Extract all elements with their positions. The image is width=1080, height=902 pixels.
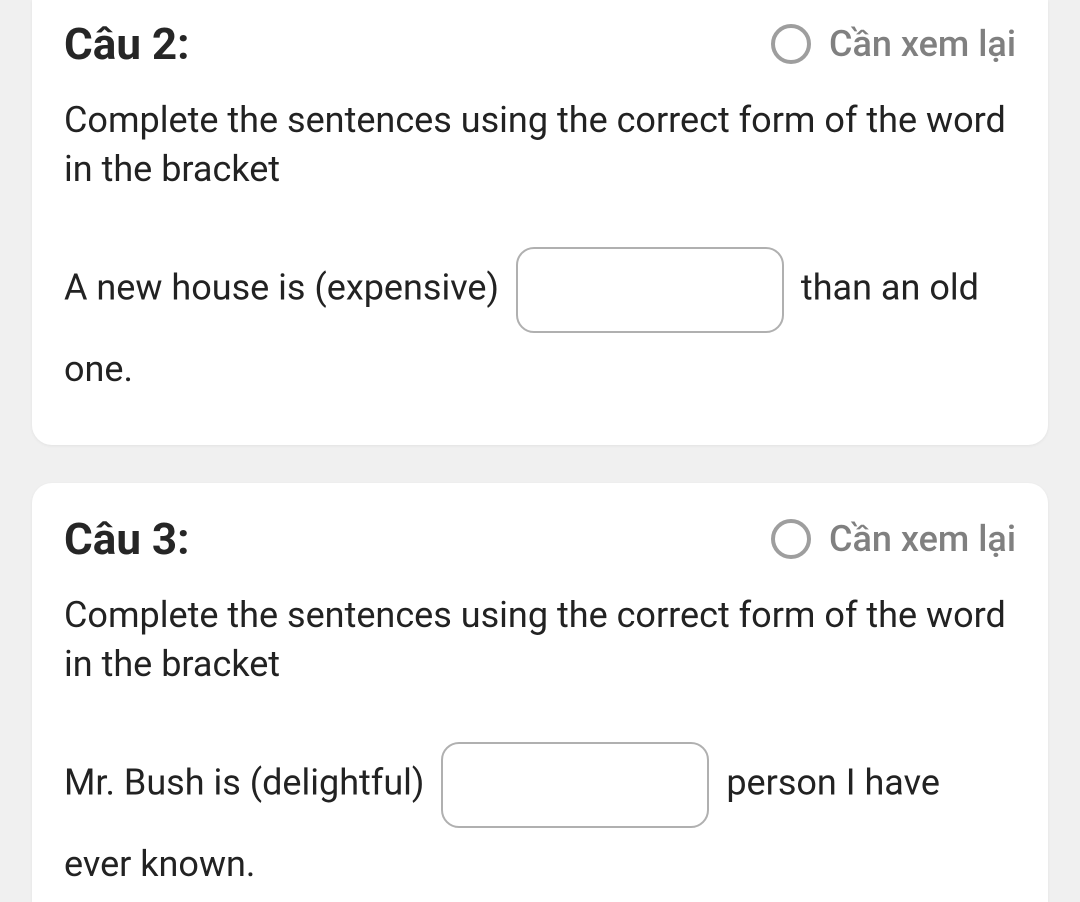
question-instruction: Complete the sentences using the correct… — [64, 591, 1016, 688]
sentence-before: Mr. Bush is (delightful) — [64, 762, 433, 804]
question-sentence: Mr. Bush is (delightful) person I have e… — [64, 742, 1016, 902]
answer-input[interactable] — [441, 742, 709, 828]
question-title: Câu 3: — [64, 513, 190, 565]
sentence-before: A new house is (expensive) — [64, 267, 508, 309]
question-instruction: Complete the sentences using the correct… — [64, 96, 1016, 193]
review-label: Cần xem lại — [829, 518, 1016, 560]
question-title: Câu 2: — [64, 18, 190, 70]
review-toggle[interactable]: Cần xem lại — [771, 518, 1016, 560]
answer-input[interactable] — [516, 247, 784, 333]
question-card-3: Câu 3: Cần xem lại Complete the sentence… — [32, 483, 1048, 902]
question-header: Câu 3: Cần xem lại — [64, 513, 1016, 565]
radio-unchecked-icon — [771, 24, 811, 64]
review-toggle[interactable]: Cần xem lại — [771, 23, 1016, 65]
question-sentence: A new house is (expensive) than an old o… — [64, 247, 1016, 407]
question-card-2: Câu 2: Cần xem lại Complete the sentence… — [32, 0, 1048, 445]
review-label: Cần xem lại — [829, 23, 1016, 65]
radio-unchecked-icon — [771, 519, 811, 559]
question-header: Câu 2: Cần xem lại — [64, 18, 1016, 70]
